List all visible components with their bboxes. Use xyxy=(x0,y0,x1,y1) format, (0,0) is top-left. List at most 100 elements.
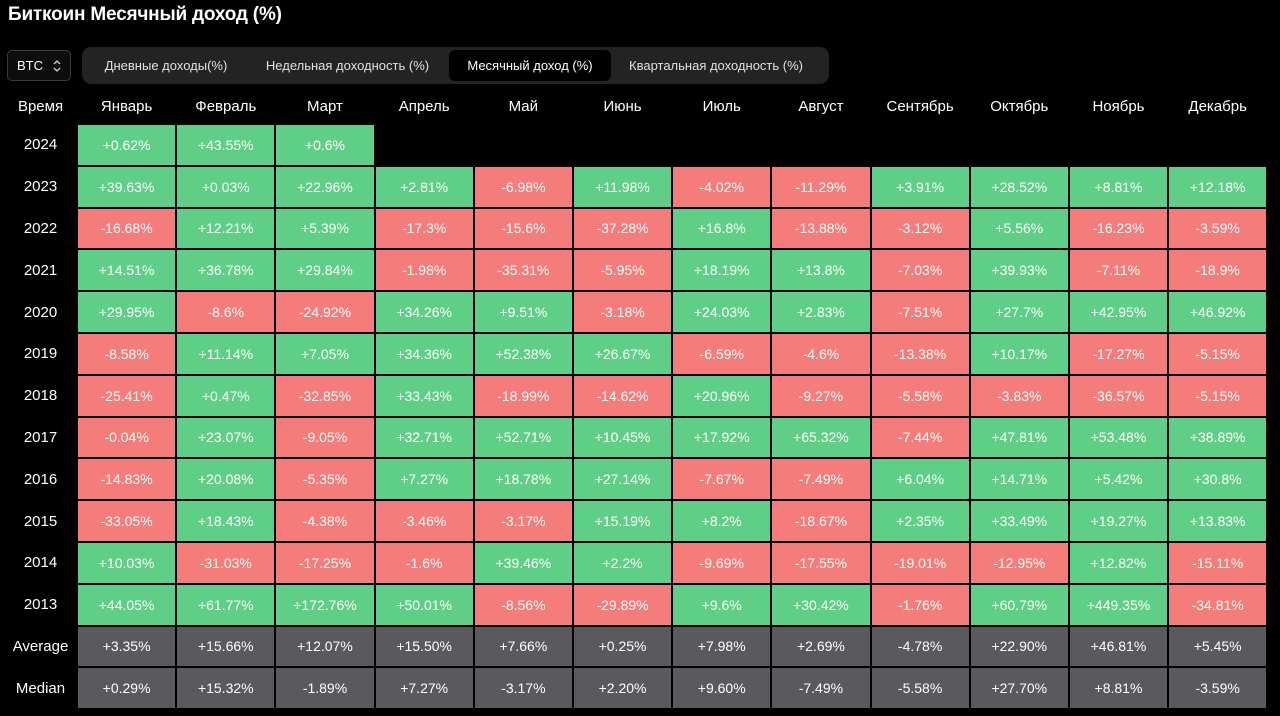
asset-select[interactable]: BTC xyxy=(7,50,71,81)
return-cell: +28.52% xyxy=(970,166,1068,207)
return-cell: +23.07% xyxy=(177,417,275,458)
empty-cell xyxy=(573,125,672,165)
return-cell: +34.26% xyxy=(375,292,473,332)
row-label: 2015 xyxy=(5,501,76,541)
tab-quarterly[interactable]: Квартальная доходность (%) xyxy=(629,58,803,73)
stat-cell: +15.50% xyxy=(375,626,473,667)
stat-cell: +15.32% xyxy=(177,668,275,709)
stat-cell: -1.89% xyxy=(276,668,374,709)
return-cell: +52.71% xyxy=(474,417,572,458)
return-cell: +0.47% xyxy=(177,375,275,416)
tab-weekly[interactable]: Недельная доходность (%) xyxy=(265,58,430,73)
return-cell: +7.27% xyxy=(375,459,473,500)
stat-cell: +0.25% xyxy=(573,626,672,667)
page-title: Биткоин Месячный доход (%) xyxy=(8,4,282,25)
return-cell: -18.67% xyxy=(772,501,870,541)
return-cell: +10.45% xyxy=(573,417,672,458)
return-cell: -36.57% xyxy=(1069,375,1168,416)
return-cell: +47.81% xyxy=(970,417,1068,458)
return-cell: -18.9% xyxy=(1169,250,1267,291)
return-cell: -17.27% xyxy=(1069,333,1168,374)
stat-cell: +3.35% xyxy=(78,626,176,667)
return-cell: +22.96% xyxy=(276,166,374,207)
stat-cell: +0.29% xyxy=(78,668,176,709)
return-cell: +0.6% xyxy=(276,125,374,165)
return-cell: +14.51% xyxy=(78,250,176,291)
column-header-month: Август xyxy=(798,97,844,115)
stat-cell: -3.17% xyxy=(474,668,572,709)
stat-cell: +2.69% xyxy=(772,626,870,667)
return-cell: +34.36% xyxy=(375,333,473,374)
return-cell: -3.46% xyxy=(375,501,473,541)
return-cell: +19.27% xyxy=(1069,501,1168,541)
stat-cell: +12.07% xyxy=(276,626,374,667)
stat-cell: +46.81% xyxy=(1069,626,1168,667)
return-cell: +16.8% xyxy=(673,208,771,249)
return-cell: -8.56% xyxy=(474,584,572,625)
return-cell: +65.32% xyxy=(772,417,870,458)
table-row: 2017 -0.04% +23.07% -9.05% +32.71% +52.71% +10… xyxy=(5,417,1267,458)
return-cell: -1.76% xyxy=(871,584,969,625)
return-cell: -32.85% xyxy=(276,375,374,416)
return-cell: +0.03% xyxy=(177,166,275,207)
asset-select-value: BTC xyxy=(17,58,43,73)
empty-cell xyxy=(871,125,969,165)
return-cell: -5.15% xyxy=(1169,333,1267,374)
return-cell: -6.59% xyxy=(673,333,771,374)
tab-monthly[interactable]: Месячный доход (%) xyxy=(449,50,611,81)
column-header-month: Май xyxy=(508,97,539,115)
table-row: 2023 +39.63% +0.03% +22.96% +2.81% -6.98% +11.… xyxy=(5,166,1267,207)
return-cell: -37.28% xyxy=(573,208,672,249)
return-cell: +3.91% xyxy=(871,166,969,207)
return-cell: -7.49% xyxy=(772,459,870,500)
return-cell: +29.84% xyxy=(276,250,374,291)
return-cell: +29.95% xyxy=(78,292,176,332)
period-tabs: Дневные доходы(%) Недельная доходность (… xyxy=(82,47,829,84)
return-cell: +2.81% xyxy=(375,166,473,207)
row-label: 2019 xyxy=(5,333,76,374)
return-cell: -5.95% xyxy=(573,250,672,291)
column-header-month: Ноябрь xyxy=(1092,97,1145,115)
return-cell: +33.49% xyxy=(970,501,1068,541)
return-cell: -19.01% xyxy=(871,542,969,583)
return-cell: -9.69% xyxy=(673,542,771,583)
return-cell: +30.42% xyxy=(772,584,870,625)
return-cell: -3.59% xyxy=(1169,208,1267,249)
stat-cell: +7.27% xyxy=(375,668,473,709)
return-cell: -15.6% xyxy=(474,208,572,249)
return-cell: +27.14% xyxy=(573,459,672,500)
return-cell: -15.11% xyxy=(1169,542,1267,583)
return-cell: -1.6% xyxy=(375,542,473,583)
stat-cell: +8.81% xyxy=(1069,668,1168,709)
row-label: 2017 xyxy=(5,417,76,458)
return-cell: -4.6% xyxy=(772,333,870,374)
tab-daily[interactable]: Дневные доходы(%) xyxy=(104,58,228,73)
return-cell: -7.44% xyxy=(871,417,969,458)
return-cell: -31.03% xyxy=(177,542,275,583)
return-cell: -25.41% xyxy=(78,375,176,416)
chevron-up-down-icon xyxy=(53,60,61,72)
return-cell: +6.04% xyxy=(871,459,969,500)
return-cell: +11.14% xyxy=(177,333,275,374)
return-cell: +53.48% xyxy=(1069,417,1168,458)
return-cell: +60.79% xyxy=(970,584,1068,625)
return-cell: +5.56% xyxy=(970,208,1068,249)
table-row: 2021 +14.51% +36.78% +29.84% -1.98% -35.31% -5… xyxy=(5,250,1267,291)
return-cell: -16.23% xyxy=(1069,208,1168,249)
column-header-time: Время xyxy=(17,97,64,115)
table-row: 2014 +10.03% -31.03% -17.25% -1.6% +39.46% +2.… xyxy=(5,542,1267,583)
stat-cell: +2.20% xyxy=(573,668,672,709)
return-cell: -18.99% xyxy=(474,375,572,416)
stat-cell: +22.90% xyxy=(970,626,1068,667)
stat-cell: +27.70% xyxy=(970,668,1068,709)
return-cell: -17.55% xyxy=(772,542,870,583)
return-cell: +15.19% xyxy=(573,501,672,541)
return-cell: -17.25% xyxy=(276,542,374,583)
return-cell: -24.92% xyxy=(276,292,374,332)
return-cell: +18.19% xyxy=(673,250,771,291)
stat-cell: +5.45% xyxy=(1169,626,1267,667)
return-cell: +18.78% xyxy=(474,459,572,500)
return-cell: +5.39% xyxy=(276,208,374,249)
return-cell: +12.21% xyxy=(177,208,275,249)
column-header-month: Сентябрь xyxy=(886,97,954,115)
